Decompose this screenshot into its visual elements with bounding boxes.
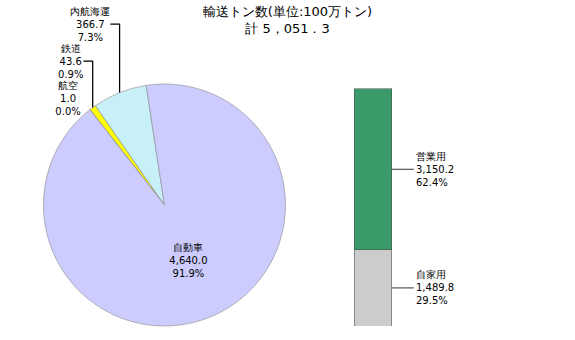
svg-text:自動車4,640.091.9%: 自動車4,640.091.9%: [169, 242, 207, 279]
svg-text:鉄道43.60.9%: 鉄道43.60.9%: [58, 43, 83, 80]
svg-text:内航海運366.77.3%: 内航海運366.77.3%: [70, 6, 110, 43]
svg-text:航空1.00.0%: 航空1.00.0%: [55, 80, 80, 117]
svg-text:営業用3,150.262.4%: 営業用3,150.262.4%: [416, 151, 454, 188]
svg-text:輸送トン数(単位:100万トン)計 5，051．3: 輸送トン数(単位:100万トン)計 5，051．3: [203, 4, 372, 36]
svg-text:自家用1,489.829.5%: 自家用1,489.829.5%: [416, 269, 454, 306]
